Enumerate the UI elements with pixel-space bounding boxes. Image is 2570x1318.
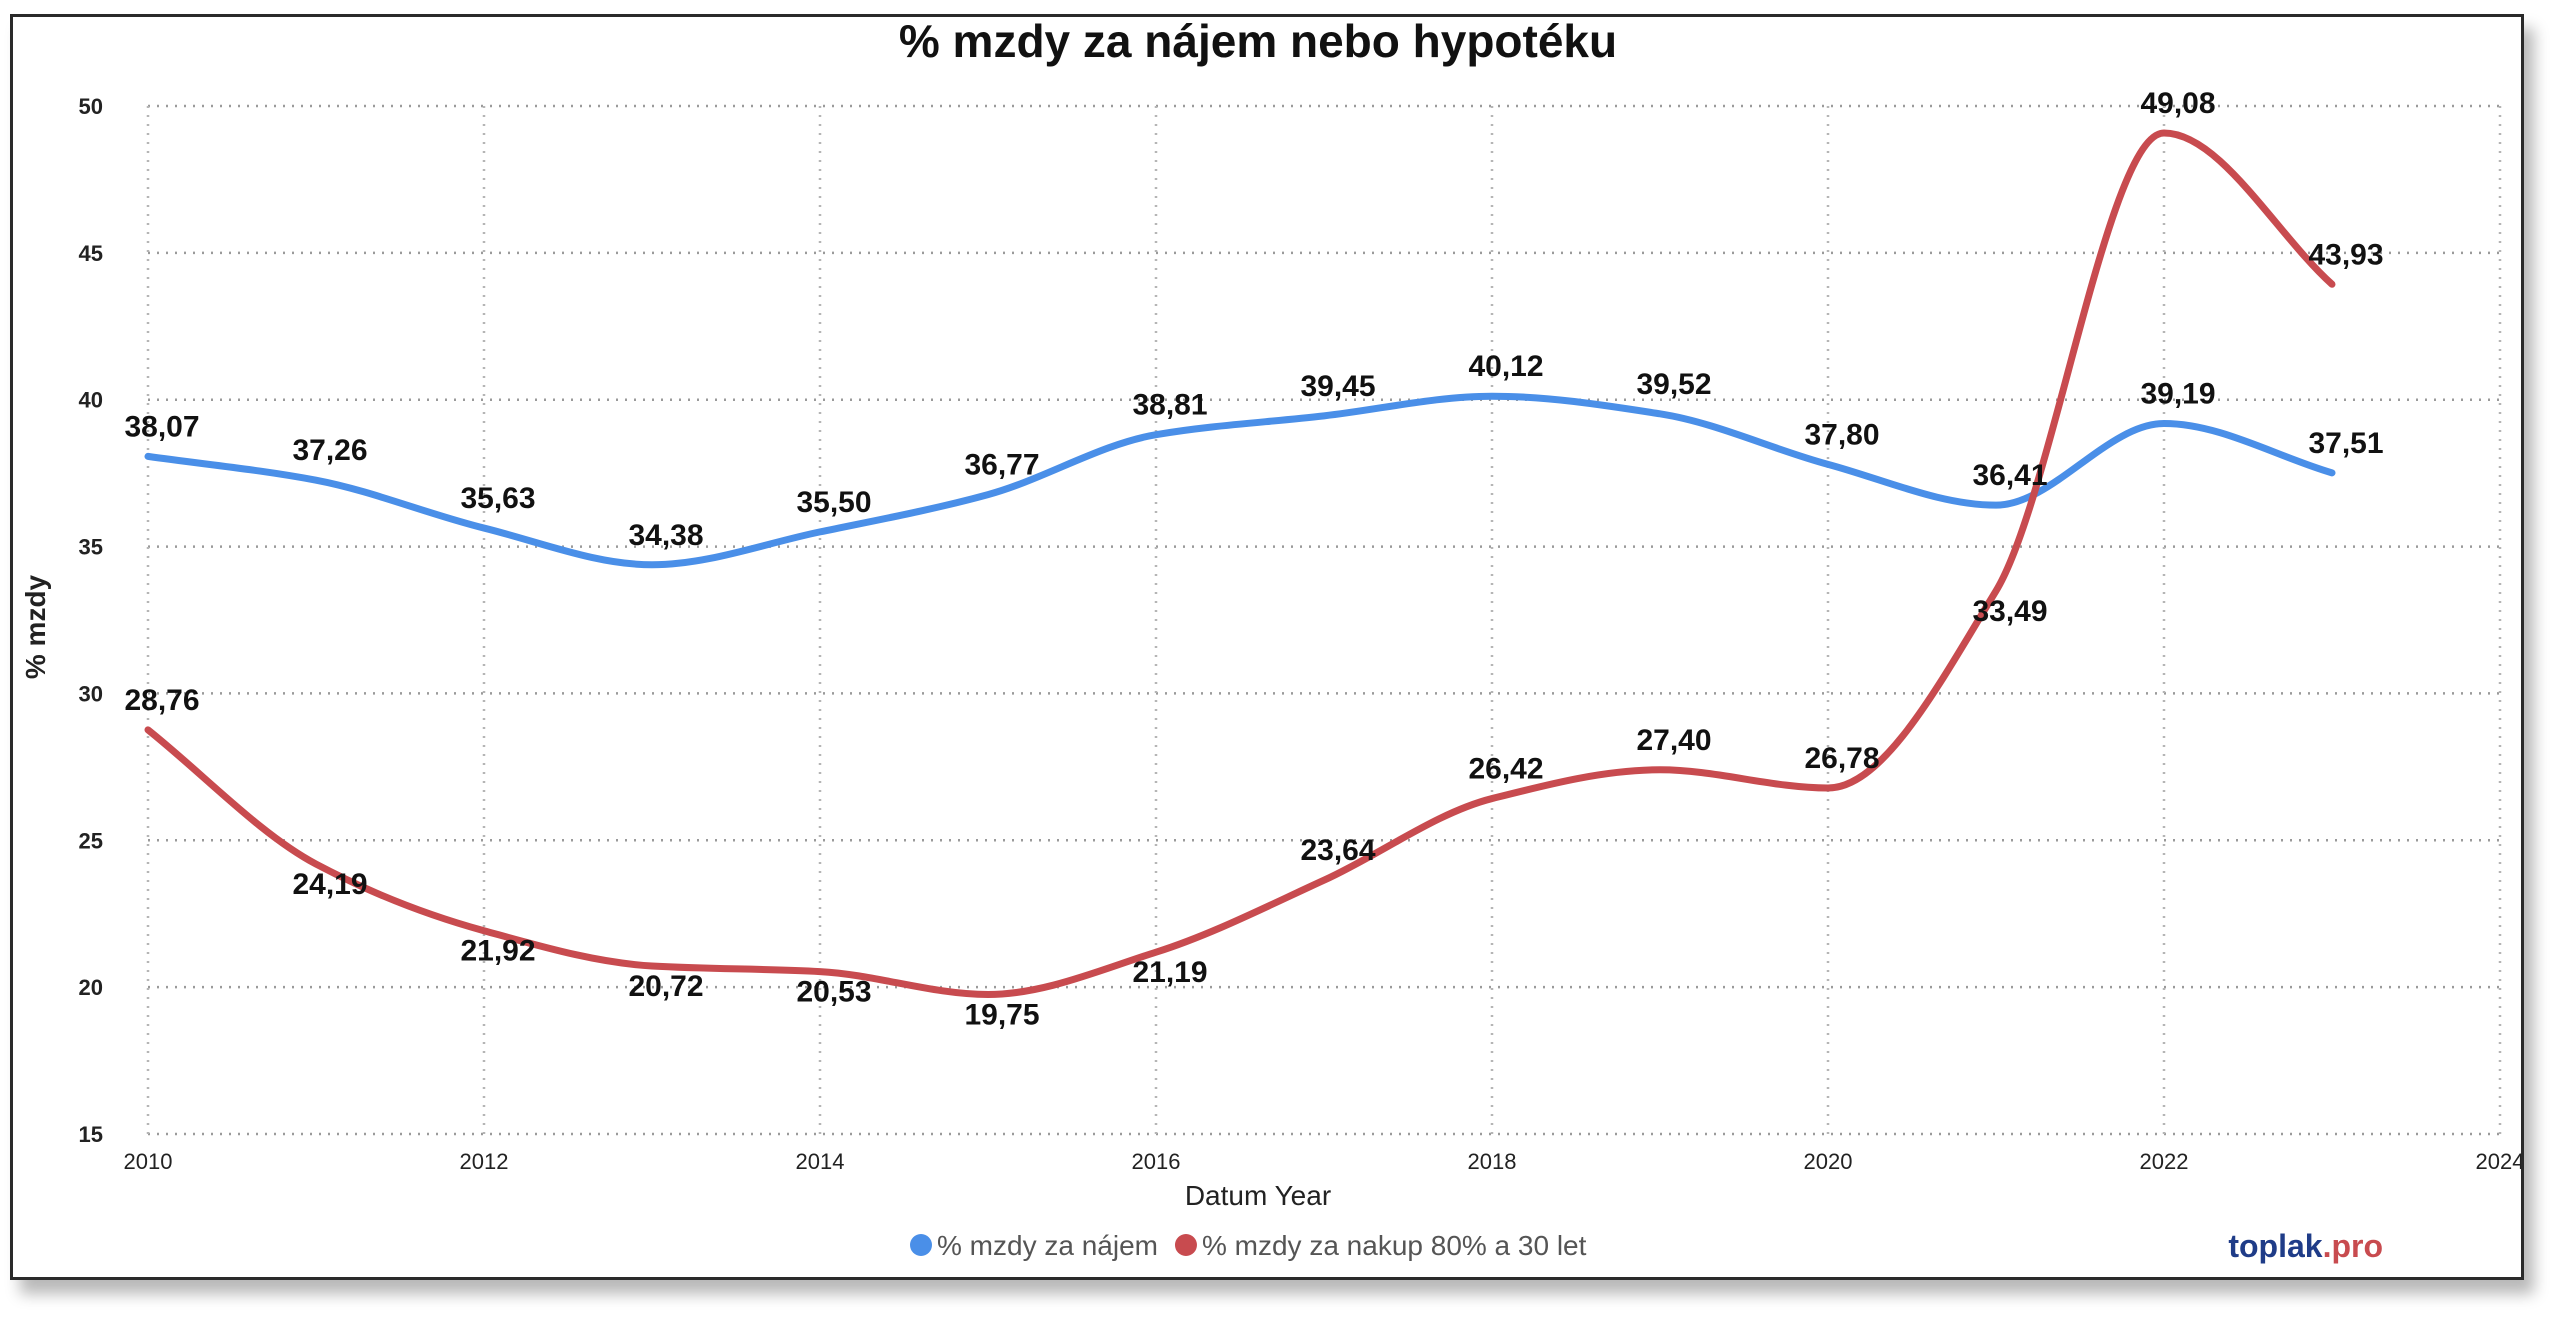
data-label: 33,49 bbox=[1972, 595, 2047, 628]
data-label: 23,64 bbox=[1300, 834, 1375, 867]
data-label: 40,12 bbox=[1468, 350, 1543, 383]
data-label: 43,93 bbox=[2308, 238, 2383, 271]
brand-suffix: .pro bbox=[2323, 1228, 2383, 1264]
chart-title: % mzdy za nájem nebo hypotéku bbox=[899, 17, 1617, 67]
series-lines bbox=[144, 129, 2336, 998]
data-label: 49,08 bbox=[2140, 87, 2215, 120]
x-tick-label: 2022 bbox=[2140, 1149, 2189, 1174]
data-label: 35,50 bbox=[796, 486, 871, 519]
line-chart: % mzdy za nájem nebo hypotéku 15 20 25 30 35… bbox=[20, 17, 2521, 1264]
x-tick-label: 2010 bbox=[124, 1149, 173, 1174]
data-label: 34,38 bbox=[628, 519, 703, 552]
x-tick-label: 2016 bbox=[1132, 1149, 1181, 1174]
x-tick-label: 2012 bbox=[460, 1149, 509, 1174]
data-label: 19,75 bbox=[964, 998, 1039, 1031]
chart-frame: % mzdy za nájem nebo hypotéku 15 20 25 30 35… bbox=[10, 14, 2524, 1280]
axis-ticks: 15 20 25 30 35 40 45 50 2010 2012 2014 2016 2018 2020… bbox=[79, 94, 2521, 1174]
y-tick-label: 20 bbox=[79, 975, 103, 1000]
data-label: 39,52 bbox=[1636, 368, 1711, 401]
x-tick-label: 2014 bbox=[796, 1149, 845, 1174]
grid-lines bbox=[146, 104, 2502, 1136]
data-label: 21,92 bbox=[460, 935, 535, 968]
y-axis-label: % mzdy bbox=[20, 574, 51, 679]
series-line-2 bbox=[144, 129, 2336, 998]
data-label: 24,19 bbox=[292, 868, 367, 901]
x-tick-label: 2024 bbox=[2476, 1149, 2521, 1174]
legend[interactable]: % mzdy za nájem % mzdy za nakup 80% a 30 … bbox=[910, 1230, 1587, 1261]
data-label: 21,19 bbox=[1132, 956, 1207, 989]
data-label: 27,40 bbox=[1636, 724, 1711, 757]
legend-item-label[interactable]: % mzdy za nájem bbox=[937, 1230, 1158, 1261]
data-label: 37,51 bbox=[2308, 427, 2383, 460]
data-label: 38,07 bbox=[124, 410, 199, 443]
y-tick-label: 15 bbox=[79, 1122, 103, 1147]
x-tick-label: 2020 bbox=[1804, 1149, 1853, 1174]
data-label: 28,76 bbox=[124, 684, 199, 717]
data-labels: 38,07 37,26 35,63 34,38 35,50 36,77 38,81 39,45… bbox=[124, 87, 2383, 1031]
data-label: 39,19 bbox=[2140, 378, 2215, 411]
data-label: 35,63 bbox=[460, 482, 535, 515]
data-label: 39,45 bbox=[1300, 370, 1375, 403]
data-label: 38,81 bbox=[1132, 389, 1207, 422]
data-label: 20,72 bbox=[628, 970, 703, 1003]
data-label: 37,26 bbox=[292, 434, 367, 467]
y-tick-label: 50 bbox=[79, 94, 103, 119]
y-tick-label: 35 bbox=[79, 535, 103, 560]
data-label: 20,53 bbox=[796, 976, 871, 1009]
data-label: 26,78 bbox=[1804, 742, 1879, 775]
brand-name: toplak bbox=[2228, 1228, 2322, 1264]
y-tick-label: 25 bbox=[79, 828, 103, 853]
series-line-1 bbox=[144, 392, 2336, 569]
legend-marker bbox=[910, 1234, 932, 1256]
data-label: 37,80 bbox=[1804, 418, 1879, 451]
y-tick-label: 45 bbox=[79, 241, 103, 266]
y-tick-label: 30 bbox=[79, 681, 103, 706]
legend-marker bbox=[1174, 1234, 1197, 1256]
x-tick-label: 2018 bbox=[1468, 1149, 1517, 1174]
data-label: 26,42 bbox=[1468, 753, 1543, 786]
brand-logo: toplak.pro bbox=[2228, 1228, 2383, 1264]
legend-item-label[interactable]: % mzdy za nakup 80% a 30 let bbox=[1202, 1230, 1587, 1261]
data-label: 36,77 bbox=[964, 449, 1039, 482]
data-label: 36,41 bbox=[1972, 459, 2047, 492]
y-tick-label: 40 bbox=[79, 388, 103, 413]
x-axis-label: Datum Year bbox=[1185, 1180, 1331, 1211]
